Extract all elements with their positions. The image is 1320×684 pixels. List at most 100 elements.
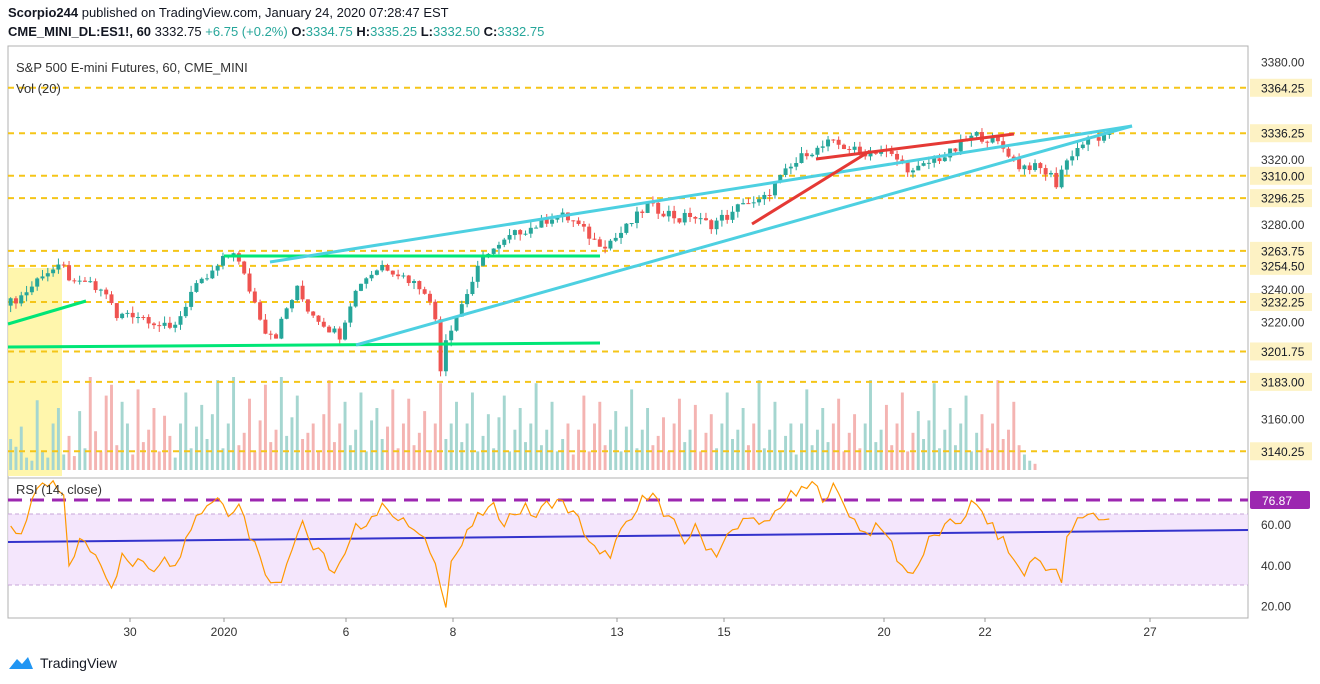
- candle-body: [682, 212, 687, 223]
- volume-bar: [539, 445, 543, 470]
- volume-bar: [104, 395, 108, 470]
- volume-bar: [497, 417, 501, 470]
- volume-bar: [237, 445, 241, 470]
- volume-bar: [226, 423, 230, 470]
- volume-bar: [1028, 460, 1032, 470]
- red-upper-trend[interactable]: [815, 132, 1015, 161]
- volume-bar: [449, 423, 453, 470]
- volume-bar: [332, 442, 336, 470]
- red-lower-trend[interactable]: [751, 149, 871, 226]
- channel-lower-cyan[interactable]: [355, 124, 1133, 347]
- candle-body: [422, 289, 427, 294]
- candle-body: [757, 199, 762, 203]
- price-tick-label: 3380.00: [1261, 56, 1305, 70]
- volume-bar: [789, 423, 793, 470]
- candle-body: [77, 280, 82, 282]
- volume-bar: [41, 451, 44, 470]
- volume-bar: [317, 451, 320, 470]
- volume-bar: [640, 429, 644, 470]
- volume-bar: [677, 398, 681, 470]
- candle-body: [61, 264, 66, 266]
- candle-body: [305, 299, 310, 312]
- short-trend-green[interactable]: [7, 299, 87, 326]
- candle-body: [406, 275, 411, 284]
- volume-bar: [826, 442, 830, 470]
- trendlines: [7, 124, 1133, 349]
- candle-body: [279, 318, 284, 339]
- volume-bar: [348, 445, 352, 470]
- volume-bar: [470, 392, 474, 470]
- volume-bar: [110, 384, 113, 470]
- candle-body: [199, 278, 204, 284]
- volume-bar: [486, 414, 490, 470]
- volume-bar: [210, 414, 214, 470]
- high-value: 3335.25: [370, 24, 418, 39]
- volume-bar: [810, 445, 814, 470]
- candle-body: [178, 316, 183, 325]
- level-label: 3310.00: [1261, 169, 1305, 183]
- candle-body: [677, 218, 682, 223]
- candle-body: [921, 163, 926, 166]
- volume-bar: [635, 448, 639, 470]
- close-label: C:: [483, 24, 498, 39]
- volume-bar: [1022, 454, 1026, 470]
- volume-bar: [943, 429, 947, 470]
- candle-body: [454, 316, 459, 331]
- volume-bar: [455, 401, 458, 470]
- volume-bar: [364, 451, 368, 470]
- candle-body: [916, 165, 921, 171]
- volume-bar: [46, 457, 50, 470]
- candle-body: [141, 317, 146, 319]
- channel-upper-cyan[interactable]: [269, 124, 1133, 264]
- main-title[interactable]: S&P 500 E-mini Futures, 60, CME_MINI: [16, 60, 248, 75]
- candle-body: [1038, 163, 1043, 169]
- candle-body: [72, 280, 77, 282]
- volume-bar: [646, 408, 650, 470]
- candle-body: [311, 311, 316, 316]
- volume-bar: [746, 445, 750, 470]
- last-price: 3332.75: [154, 24, 202, 39]
- candle-body: [205, 278, 210, 280]
- volume-bar: [874, 442, 878, 470]
- level-label: 3296.25: [1261, 192, 1305, 206]
- publisher-name[interactable]: Scorpio244: [8, 5, 79, 20]
- volume-bar: [869, 380, 872, 470]
- candle-body: [215, 265, 220, 271]
- volume-bar: [964, 395, 968, 470]
- volume-bar: [120, 401, 124, 470]
- candle-body: [741, 203, 746, 205]
- candle-body: [332, 328, 337, 333]
- rsi-badge: [1250, 491, 1310, 509]
- time-tick-label: 13: [610, 625, 624, 639]
- volume-bar: [232, 377, 236, 470]
- support-line-green[interactable]: [7, 341, 601, 349]
- level-label-bg: [1250, 78, 1312, 97]
- candle-body: [624, 223, 629, 233]
- candle-body: [502, 239, 507, 245]
- candle-body: [783, 168, 788, 175]
- footer: TradingView: [8, 655, 117, 671]
- candle-body: [258, 302, 263, 320]
- volume-bar: [598, 401, 602, 470]
- rsi-trendline[interactable]: [7, 529, 1249, 543]
- dashed-levels: 3364.25 3336.25 3310.00 3296.25 3263.753254.…: [8, 78, 1312, 461]
- candle-body: [778, 174, 783, 182]
- candle-body: [67, 265, 72, 281]
- rsi-line: [10, 479, 1110, 608]
- publish-info: published on TradingView.com, January 24…: [81, 5, 449, 20]
- candle-body: [932, 158, 937, 163]
- candle-body: [358, 283, 363, 291]
- volume-bar: [279, 377, 283, 470]
- candle-body: [481, 257, 486, 266]
- candle-body: [730, 211, 735, 220]
- footer-brand[interactable]: TradingView: [40, 655, 118, 671]
- volume-label[interactable]: Vol (20): [16, 81, 61, 96]
- close-value: 3332.75: [497, 24, 545, 39]
- level-label-bg: [1250, 342, 1312, 361]
- candle-body: [1064, 160, 1069, 170]
- volume-bar: [125, 423, 129, 470]
- rsi-label[interactable]: RSI (14, close): [16, 482, 102, 497]
- volume-bar: [444, 439, 448, 470]
- candle-body: [634, 211, 639, 224]
